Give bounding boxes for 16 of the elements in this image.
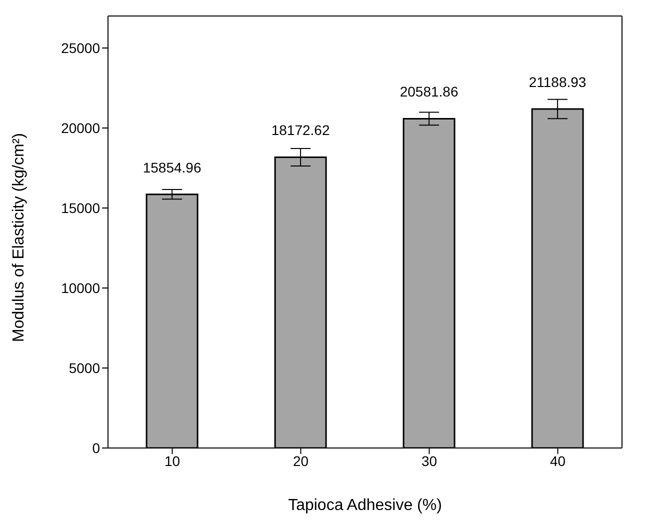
x-tick-label: 10 — [164, 452, 180, 469]
y-tick-label: 10000 — [61, 280, 100, 296]
y-tick-label: 0 — [92, 440, 100, 456]
y-tick-label: 20000 — [61, 120, 100, 136]
y-axis-title: Modulus of Elasticity (kg/cm²) — [10, 133, 28, 342]
x-axis-title: Tapioca Adhesive (%) — [288, 497, 442, 514]
y-tick-label: 15000 — [61, 200, 100, 216]
y-tick-label: 5000 — [68, 360, 100, 376]
y-tick-label: 25000 — [61, 40, 100, 56]
data-label: 15854.96 — [142, 159, 202, 176]
x-tick-label: 30 — [421, 452, 438, 469]
x-tick-label: 40 — [550, 452, 566, 469]
data-label: 21188.93 — [528, 74, 586, 90]
data-label: 18172.62 — [271, 122, 330, 138]
data-label: 20581.86 — [400, 84, 458, 100]
x-tick-label: 20 — [292, 452, 309, 469]
